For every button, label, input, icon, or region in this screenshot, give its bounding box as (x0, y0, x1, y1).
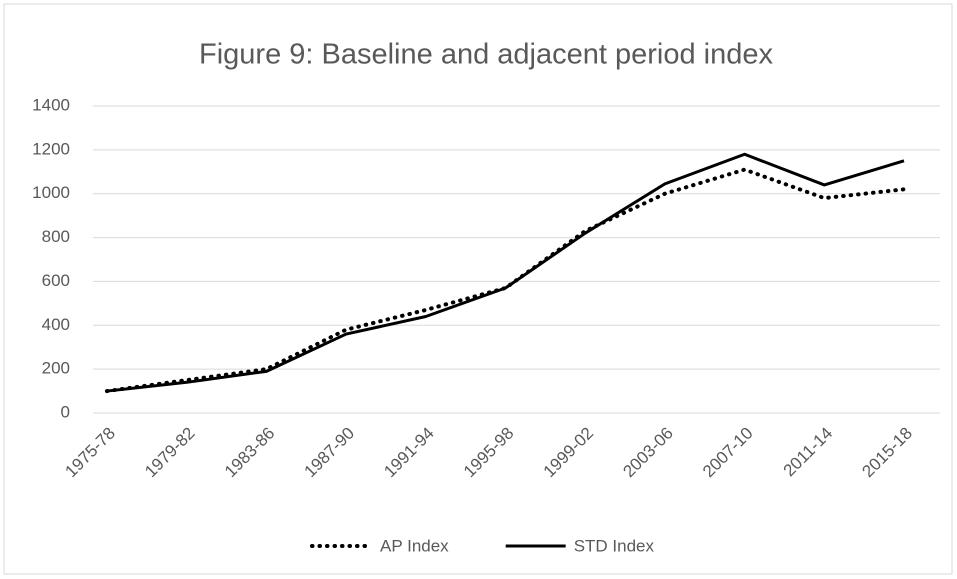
y-tick-label: 1400 (32, 95, 70, 114)
legend-label: STD Index (574, 536, 655, 555)
y-tick-label: 400 (42, 315, 70, 334)
legend-label: AP Index (380, 536, 449, 555)
y-tick-label: 600 (42, 271, 70, 290)
y-tick-label: 1000 (32, 183, 70, 202)
chart-title: Figure 9: Baseline and adjacent period i… (199, 39, 773, 71)
y-tick-label: 800 (42, 227, 70, 246)
y-tick-label: 0 (61, 402, 70, 421)
chart-border (3, 3, 953, 575)
y-tick-label: 200 (42, 359, 70, 378)
y-tick-label: 1200 (32, 139, 70, 158)
series-line (106, 152, 905, 393)
